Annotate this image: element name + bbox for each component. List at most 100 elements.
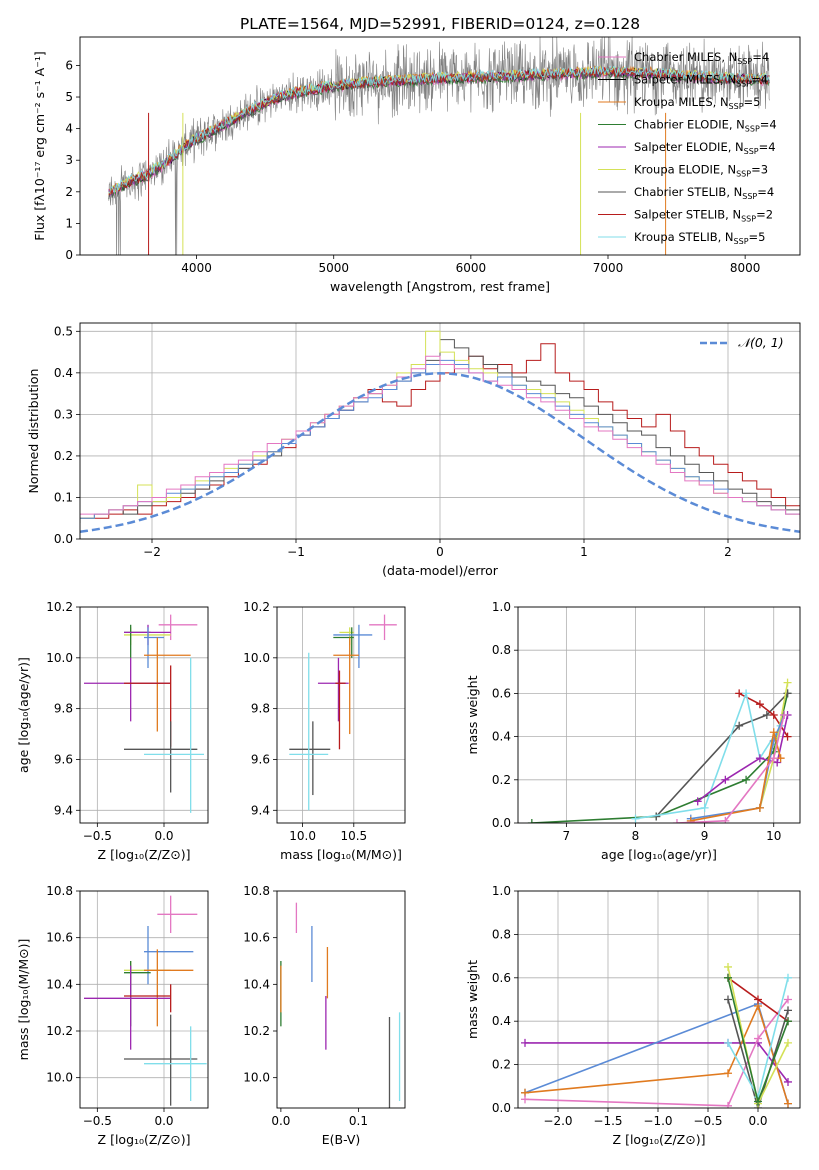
figure-title: PLATE=1564, MJD=52991, FIBERID=0124, z=0… [240,15,640,33]
age_vs_Z-frame [79,606,209,824]
legend-label-part: Chabrier STELIB, N [634,185,742,199]
mass-weight-marker [784,995,792,1004]
legend-label-part: Kroupa STELIB, N [634,230,734,244]
age_vs_mass-frame [276,606,406,824]
residuals-frame [79,322,801,540]
mass-weight-marker [735,721,744,730]
mass-weight-marker [769,728,778,737]
mass-weight-marker [521,1038,529,1047]
legend-label-sub: SSP [741,215,756,224]
mass-weight-marker [783,732,792,741]
weight_vs_Z-ytick-label: 0.8 [492,927,511,941]
legend-label-part: Chabrier MILES, N [634,50,737,64]
legend-label-sub: SSP [734,237,749,246]
mass-weight-marker [754,1034,762,1043]
plot-layer: 4000 5000 6000 7000 8000 0 1 2 3 4 5 6 wavelength [A… [16,36,801,1147]
spectrum-ytick-label: 1 [65,216,73,230]
age_vs_Z-ylabel: age [log₁₀(age/yr)] [16,657,31,773]
gaussian-legend-label: 𝒩(0, 1) [738,335,784,350]
mass-weight-marker [521,1095,529,1104]
mass-weight-marker [721,816,730,823]
mass_vs_ebv-ytick-label: 10.6 [243,931,270,945]
mass-weight-marker [631,814,640,823]
model-spectrum-line [108,66,770,195]
mass-weight-marker [754,995,762,1004]
mass-weight-marker [776,754,785,763]
spectrum-panel: 4000 5000 6000 7000 8000 0 1 2 3 4 5 6 wavelength [A… [32,36,801,294]
weight_vs_age-ytick-label: 0.0 [492,816,511,830]
legend-label-part: Kroupa ELODIE, N [634,163,736,177]
mass-weight-marker [769,711,778,719]
mass-weight-marker [755,803,764,812]
residuals-ylabel: Normed distribution [26,369,41,494]
mass_vs_Z-ytick-label: 10.8 [46,884,73,898]
legend-label: Chabrier ELODIE, NSSP=4 [634,118,777,134]
age_vs_mass-ytick-label: 10.0 [243,651,270,665]
legend-label-sub: SSP [744,147,759,156]
residual-histogram-series [80,330,800,519]
weight_vs_Z-ylabel: mass weight [465,960,480,1039]
weight_vs_age-ytick-label: 0.8 [492,643,511,657]
residuals-xlabel: (data-model)/error [382,563,499,578]
weight_vs_age-ytick-label: 1.0 [492,600,511,614]
mass_vs_ebv-xlabel: E(B-V) [322,1132,361,1147]
spectrum-plot-area [108,37,770,255]
mass-weight-line [676,714,785,823]
mass-weight-marker [693,797,702,806]
age_vs_mass-ytick-label: 10.2 [243,600,270,614]
mass_vs_ebv-ytick-label: 10.4 [243,977,270,991]
mass-weight-marker [784,1038,792,1047]
mass-weight-marker [686,816,695,823]
mass-weight-marker [784,1099,792,1108]
age_vs_mass-ytick-label: 9.6 [251,752,270,766]
age_vs_mass-xlabel: mass [log₁₀(M/M⊙)] [280,847,402,862]
age_vs_Z-ytick-label: 9.6 [54,752,73,766]
mass_vs_Z-ytick-label: 10.2 [46,1024,73,1038]
residual-histogram-series [80,355,800,519]
legend-label-sub: SSP [745,125,760,134]
mass-weight-line [524,999,789,1107]
mass_vs_ebv-axes: 0.0 0.1 10.0 10.2 10.4 10.6 10.8 E(B-V) [243,884,406,1147]
weight_vs_Z-ytick-label: 0.0 [492,1101,511,1115]
residuals-xtick-label: 1 [580,545,588,559]
mass-weight-marker [724,995,732,1004]
spectrum-xtick-label: 4000 [181,261,212,275]
residual-histogram-series [80,359,800,519]
legend-label: Salpeter STELIB, NSSP=2 [634,208,773,224]
age_vs_mass-ytick-label: 9.8 [251,702,270,716]
weight_vs_Z-ytick-label: 0.2 [492,1058,511,1072]
age_vs_mass-xtick-label: 10.0 [289,829,316,843]
mass_vs_ebv-plot-area [280,902,401,1108]
legend-label-part: =5 [744,95,761,109]
age_vs_mass-grid [277,606,405,823]
mass-weight-marker [527,819,536,823]
spectrum-xtick-label: 7000 [593,261,624,275]
legend-label-part: Salpeter ELODIE, N [634,140,744,154]
mass-weight-marker [672,819,681,823]
weight_vs_Z-xlabel: Z [log₁₀(Z/Z⊙)] [613,1132,706,1147]
mass-weight-marker [724,1069,732,1078]
weight_vs_Z-plot-area [521,962,792,1108]
spectrum-xtick-label: 5000 [318,261,349,275]
age_vs_Z-xtick-label: 0.0 [154,829,173,843]
legend-label-sub: SSP [737,57,752,66]
legend-label-part: Chabrier ELODIE, N [634,118,745,132]
weight_vs_age-ytick-label: 0.4 [492,730,511,744]
residuals-ytick-label: 0.3 [54,407,73,421]
weight_vs_age-xtick-label: 7 [563,829,571,843]
legend-label-part: =4 [751,73,768,87]
mass-weight-marker [742,775,751,784]
spectrum-ytick-label: 3 [65,153,73,167]
legend-label-sub: SSP [742,192,757,201]
mass-weight-marker [724,1038,732,1047]
mass_vs_Z-ytick-label: 10.0 [46,1071,73,1085]
mass-weight-line [727,999,789,1108]
mass_vs_Z-panel: −0.5 0.0 10.0 10.2 10.4 10.6 10.8 Z [log₁₀(Z/Z⊙… [16,884,209,1147]
legend-label: Salpeter MILES, NSSP=4 [634,73,768,89]
spectrum-xtick-label: 6000 [456,261,487,275]
residuals-xtick-label: 2 [724,545,732,559]
mass_vs_ebv-ytick-label: 10.0 [243,1071,270,1085]
legend-label-sub: SSP [729,102,744,111]
weight_vs_age-xlabel: age [log₁₀(age/yr)] [601,847,717,862]
